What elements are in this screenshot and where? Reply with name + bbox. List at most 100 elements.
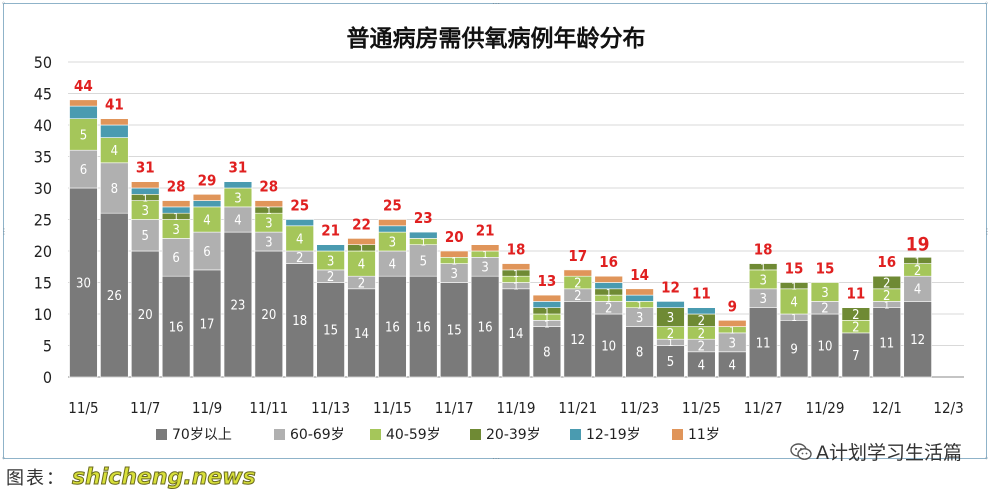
resize-handle-top[interactable]: ⋯ bbox=[492, 0, 500, 8]
data-label: 4 bbox=[389, 258, 396, 273]
resize-handle-bottom[interactable]: ⋯ bbox=[492, 454, 500, 463]
data-label: 5 bbox=[667, 355, 674, 370]
resize-handle-corner-br[interactable]: ◦ bbox=[984, 454, 989, 463]
data-label: 2 bbox=[698, 327, 705, 342]
bar-segment bbox=[254, 200, 284, 208]
bar-segment bbox=[532, 301, 562, 308]
x-tick-label: 11/21 bbox=[558, 399, 597, 417]
x-tick-label: 11/19 bbox=[497, 399, 536, 417]
data-label: 3 bbox=[821, 286, 828, 301]
data-label: 4 bbox=[296, 232, 303, 247]
total-label: 13 bbox=[538, 272, 557, 290]
legend-swatch bbox=[672, 429, 683, 440]
x-tick-label: 11/5 bbox=[68, 399, 98, 417]
x-tick-label: 12/1 bbox=[872, 399, 902, 417]
data-label: 16 bbox=[169, 321, 184, 336]
bar-segment bbox=[254, 250, 284, 378]
total-label: 19 bbox=[906, 233, 930, 255]
total-label: 16 bbox=[877, 253, 896, 271]
data-label: 12 bbox=[570, 333, 585, 348]
bar-segment bbox=[903, 257, 932, 264]
data-label: 20 bbox=[261, 308, 276, 323]
bar-segment bbox=[841, 332, 871, 378]
total-label: 11 bbox=[846, 285, 865, 303]
legend-label: 40-59岁 bbox=[386, 427, 441, 443]
legend-swatch bbox=[470, 429, 481, 440]
account-badge: A计划学习生活篇 bbox=[790, 438, 962, 465]
bar-segment bbox=[223, 231, 253, 378]
bar-segment bbox=[223, 181, 253, 189]
account-name: A计划学习生活篇 bbox=[816, 442, 962, 464]
bar-segment bbox=[192, 269, 222, 378]
data-label: 2 bbox=[327, 270, 334, 285]
resize-handle-right[interactable]: ⋮ bbox=[983, 227, 991, 236]
total-label: 18 bbox=[507, 241, 526, 259]
wechat-icon bbox=[790, 442, 812, 460]
bar-segment bbox=[192, 206, 222, 233]
data-label: 1 bbox=[637, 300, 643, 311]
total-label: 25 bbox=[290, 197, 309, 215]
bar-segment bbox=[131, 181, 160, 189]
data-label: 1 bbox=[760, 263, 766, 274]
bar-segment bbox=[100, 137, 129, 164]
total-label: 16 bbox=[599, 253, 618, 271]
data-label: 1 bbox=[451, 256, 457, 267]
data-label: 16 bbox=[416, 321, 431, 336]
legend-swatch bbox=[274, 429, 285, 440]
data-label: 2 bbox=[852, 308, 859, 323]
bar-segment bbox=[625, 326, 654, 378]
total-label: 18 bbox=[754, 241, 773, 259]
bar-segment bbox=[347, 288, 376, 378]
total-label: 25 bbox=[383, 197, 402, 215]
total-label: 31 bbox=[136, 159, 155, 177]
resize-handle-corner-tr[interactable]: ◦ bbox=[984, 0, 989, 8]
bar-segment bbox=[100, 124, 129, 138]
data-label: 3 bbox=[142, 204, 149, 219]
bar-segment bbox=[409, 231, 438, 239]
x-tick-label: 11/7 bbox=[130, 399, 160, 417]
bar-segment bbox=[100, 162, 129, 214]
y-tick-label: 5 bbox=[43, 337, 52, 356]
data-label: 3 bbox=[234, 191, 241, 206]
resize-handle-corner-tl[interactable]: ◦ bbox=[1, 0, 6, 8]
bar-segment bbox=[192, 231, 222, 271]
total-label: 23 bbox=[414, 209, 433, 227]
data-label: 16 bbox=[385, 321, 400, 336]
bar-segment bbox=[748, 307, 778, 378]
data-label: 3 bbox=[389, 235, 396, 250]
bar-segment bbox=[131, 187, 160, 195]
watermark-brand: shicheng.news bbox=[72, 464, 257, 490]
data-label: 2 bbox=[883, 289, 890, 304]
total-label: 17 bbox=[568, 247, 587, 265]
data-label: 2 bbox=[605, 302, 612, 317]
y-tick-label: 0 bbox=[43, 368, 52, 387]
bar-segment bbox=[192, 200, 222, 208]
bar-segment bbox=[378, 250, 407, 277]
bar-segment bbox=[532, 294, 562, 302]
data-label: 18 bbox=[292, 314, 307, 329]
bar-segment bbox=[810, 282, 840, 302]
data-label: 1 bbox=[915, 256, 921, 267]
data-label: 2 bbox=[296, 251, 303, 266]
data-label: 15 bbox=[323, 324, 338, 339]
bar-segment bbox=[440, 250, 469, 258]
bar-segment bbox=[563, 301, 592, 378]
data-label: 5 bbox=[142, 229, 149, 244]
data-label: 16 bbox=[478, 321, 493, 336]
legend-swatch bbox=[570, 429, 581, 440]
bar-segment bbox=[779, 319, 809, 378]
resize-handle-corner-bl[interactable]: ◦ bbox=[1, 454, 6, 463]
bar-segment bbox=[470, 275, 500, 378]
y-tick-label: 15 bbox=[34, 274, 52, 293]
data-label: 1 bbox=[668, 338, 674, 349]
bar-segment bbox=[594, 282, 623, 290]
bar-segment bbox=[69, 105, 98, 119]
data-label: 8 bbox=[543, 346, 550, 361]
data-label: 2 bbox=[883, 276, 890, 291]
bar-segment bbox=[903, 301, 932, 378]
total-label: 15 bbox=[785, 260, 804, 278]
data-label: 2 bbox=[698, 339, 705, 354]
resize-handle-left[interactable]: ⋮ bbox=[0, 227, 8, 236]
bar-segment bbox=[687, 307, 716, 315]
bar-segment bbox=[718, 319, 747, 327]
